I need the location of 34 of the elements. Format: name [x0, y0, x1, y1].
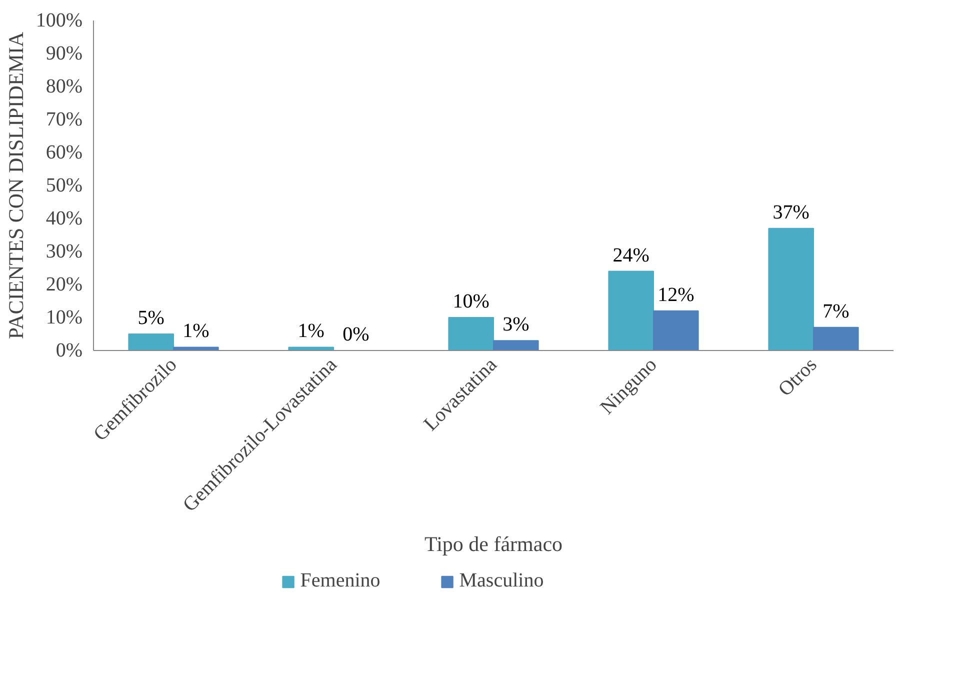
bar — [768, 228, 814, 350]
legend-label: Masculino — [459, 570, 544, 592]
bar — [173, 346, 219, 350]
y-tick-label: 10% — [46, 306, 83, 328]
y-tick-label: 90% — [46, 42, 83, 64]
legend-label: Femenino — [300, 570, 380, 592]
data-label: 12% — [658, 284, 694, 306]
y-axis-title: PACIENTES CON DISLIPIDEMIA — [4, 31, 28, 340]
y-tick-label: 80% — [46, 76, 83, 98]
y-tick-label: 60% — [46, 142, 83, 164]
data-label: 10% — [452, 290, 490, 312]
x-axis-title: Tipo de fármaco — [424, 532, 563, 556]
bar — [493, 340, 539, 350]
data-label: 7% — [822, 300, 850, 322]
bar — [288, 346, 334, 350]
bar — [608, 270, 654, 350]
bar — [128, 334, 174, 350]
y-tick-label: 100% — [36, 10, 83, 32]
data-label: 3% — [502, 314, 530, 336]
data-label: 1% — [298, 320, 324, 342]
bar — [653, 310, 699, 350]
y-tick-label: 70% — [46, 108, 83, 130]
y-tick-label: 0% — [56, 340, 83, 362]
y-tick-label: 30% — [46, 240, 83, 262]
y-tick-label: 20% — [46, 274, 83, 296]
data-label: 0% — [342, 324, 370, 346]
data-label: 5% — [138, 307, 164, 329]
data-label: 24% — [612, 244, 650, 266]
bar — [813, 326, 859, 350]
data-label: 37% — [772, 201, 810, 224]
y-tick-label: 40% — [46, 208, 83, 230]
bar — [448, 317, 494, 350]
y-tick-label: 50% — [46, 174, 83, 196]
data-label: 1% — [182, 320, 210, 342]
